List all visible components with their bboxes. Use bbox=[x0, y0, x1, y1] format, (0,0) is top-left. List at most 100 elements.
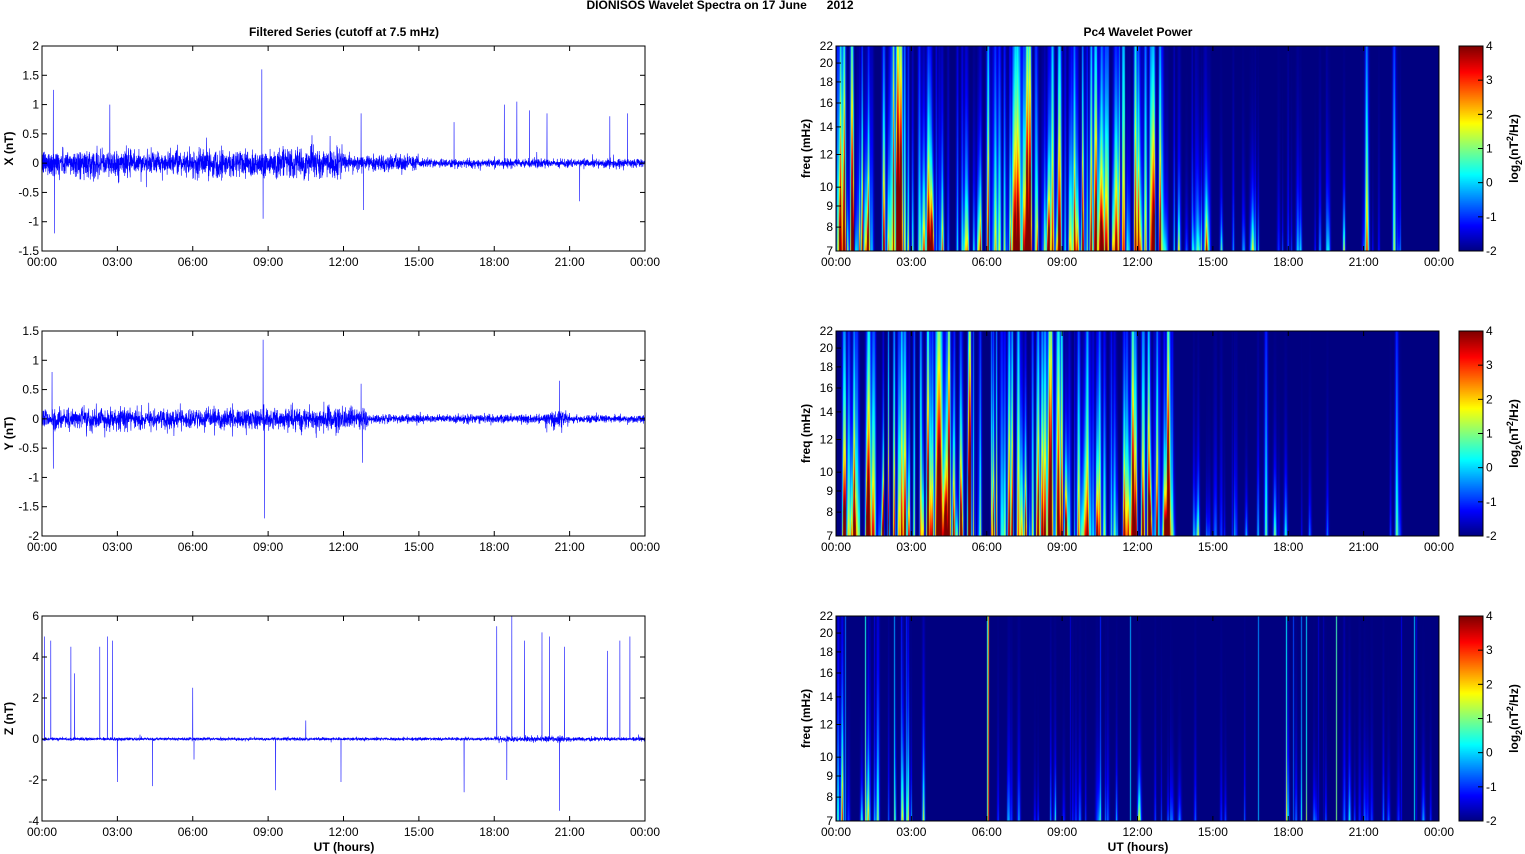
colorbar-tick-label: 2 bbox=[1486, 107, 1493, 121]
y-tick-label: 1 bbox=[32, 353, 39, 367]
x-tick-label: 21:00 bbox=[1349, 255, 1379, 269]
colorbar-tick-label: 3 bbox=[1486, 73, 1493, 87]
y-tick-label: 6 bbox=[32, 609, 39, 623]
y-tick-label: 10 bbox=[820, 465, 834, 479]
x-tick-label: 00:00 bbox=[630, 540, 660, 554]
x-tick-label: 15:00 bbox=[404, 825, 434, 839]
x-tick-label: 12:00 bbox=[328, 540, 358, 554]
y-tick-label: 22 bbox=[820, 324, 834, 338]
y-tick-label: 10 bbox=[820, 750, 834, 764]
colorbar-tick-label: -2 bbox=[1486, 814, 1497, 828]
x-tick-label: 21:00 bbox=[555, 540, 585, 554]
y-tick-label: 12 bbox=[820, 433, 834, 447]
x-tick-label: 12:00 bbox=[328, 825, 358, 839]
left-xlabel: UT (hours) bbox=[314, 840, 375, 854]
y-tick-label: 9 bbox=[826, 769, 833, 783]
y-tick-label: 22 bbox=[820, 609, 834, 623]
x-tick-label: 00:00 bbox=[821, 540, 851, 554]
x-tick-label: 00:00 bbox=[1424, 825, 1454, 839]
x-tick-label: 03:00 bbox=[102, 825, 132, 839]
y-tick-label: 1.5 bbox=[22, 324, 39, 338]
y-tick-label: 14 bbox=[820, 405, 834, 419]
y-tick-label: -1.5 bbox=[18, 244, 39, 258]
y-tick-label: 9 bbox=[826, 199, 833, 213]
y-tick-label: 0.5 bbox=[22, 383, 39, 397]
y-axis-label: X (nT) bbox=[2, 132, 16, 166]
y-tick-label: -1.5 bbox=[18, 500, 39, 514]
x-tick-label: 00:00 bbox=[27, 540, 57, 554]
colorbar-tick-label: 0 bbox=[1486, 461, 1493, 475]
y-axis-label: Z (nT) bbox=[2, 702, 16, 735]
y-tick-label: 0.5 bbox=[22, 127, 39, 141]
x-tick-label: 06:00 bbox=[972, 540, 1002, 554]
x-tick-label: 00:00 bbox=[27, 255, 57, 269]
axes-frame bbox=[835, 330, 1440, 537]
y-tick-label: 22 bbox=[820, 39, 834, 53]
colorbar-tick-label: 4 bbox=[1486, 324, 1493, 338]
x-tick-label: 12:00 bbox=[1122, 540, 1152, 554]
y-tick-label: -0.5 bbox=[18, 185, 39, 199]
y-tick-label: 8 bbox=[826, 220, 833, 234]
spectrogram-x bbox=[836, 46, 1439, 251]
x-tick-label: 18:00 bbox=[479, 255, 509, 269]
y-tick-label: -2 bbox=[28, 529, 39, 543]
right-column-title: Pc4 Wavelet Power bbox=[1084, 25, 1193, 39]
axes-frame bbox=[41, 330, 646, 537]
colorbar-tick-label: 3 bbox=[1486, 643, 1493, 657]
colorbar-tick-label: 1 bbox=[1486, 712, 1493, 726]
colorbar-tick-label: 2 bbox=[1486, 677, 1493, 691]
y-tick-label: 7 bbox=[826, 814, 833, 828]
y-tick-label: -2 bbox=[28, 773, 39, 787]
x-tick-label: 15:00 bbox=[1198, 825, 1228, 839]
x-tick-label: 18:00 bbox=[1273, 825, 1303, 839]
x-tick-label: 21:00 bbox=[555, 825, 585, 839]
colorbar-tick-label: -1 bbox=[1486, 780, 1497, 794]
x-tick-label: 06:00 bbox=[178, 255, 208, 269]
y-tick-label: 18 bbox=[820, 75, 834, 89]
right-xlabel: UT (hours) bbox=[1108, 840, 1169, 854]
y-axis-label: freq (mHz) bbox=[799, 119, 813, 178]
colorbar-tick-label: 1 bbox=[1486, 142, 1493, 156]
colorbar-tick-label: -2 bbox=[1486, 244, 1497, 258]
colorbar-tick-label: 0 bbox=[1486, 176, 1493, 190]
x-tick-label: 12:00 bbox=[1122, 255, 1152, 269]
colorbar-tick-label: 2 bbox=[1486, 392, 1493, 406]
x-tick-label: 18:00 bbox=[479, 825, 509, 839]
y-tick-label: 4 bbox=[32, 650, 39, 664]
spectrogram-y bbox=[836, 331, 1439, 536]
x-tick-label: 18:00 bbox=[1273, 540, 1303, 554]
y-tick-label: -1 bbox=[28, 215, 39, 229]
y-tick-label: 2 bbox=[32, 39, 39, 53]
y-tick-label: 0 bbox=[32, 732, 39, 746]
x-tick-label: 03:00 bbox=[896, 825, 926, 839]
y-tick-label: 12 bbox=[820, 148, 834, 162]
y-tick-label: 10 bbox=[820, 180, 834, 194]
x-tick-label: 06:00 bbox=[972, 825, 1002, 839]
x-tick-label: 06:00 bbox=[972, 255, 1002, 269]
y-tick-label: 14 bbox=[820, 690, 834, 704]
x-tick-label: 21:00 bbox=[555, 255, 585, 269]
colorbar-tick-label: 4 bbox=[1486, 609, 1493, 623]
y-tick-label: 18 bbox=[820, 645, 834, 659]
y-tick-label: 8 bbox=[826, 790, 833, 804]
x-tick-label: 09:00 bbox=[253, 825, 283, 839]
y-tick-label: 1.5 bbox=[22, 68, 39, 82]
x-tick-label: 09:00 bbox=[253, 255, 283, 269]
y-tick-label: 9 bbox=[826, 484, 833, 498]
x-tick-label: 15:00 bbox=[404, 540, 434, 554]
y-tick-label: 1 bbox=[32, 98, 39, 112]
colorbar-tick-label: -1 bbox=[1486, 210, 1497, 224]
y-tick-label: 7 bbox=[826, 244, 833, 258]
x-tick-label: 06:00 bbox=[178, 825, 208, 839]
x-tick-label: 18:00 bbox=[1273, 255, 1303, 269]
x-tick-label: 21:00 bbox=[1349, 825, 1379, 839]
y-tick-label: 20 bbox=[820, 56, 834, 70]
y-tick-label: 14 bbox=[820, 120, 834, 134]
x-tick-label: 18:00 bbox=[479, 540, 509, 554]
y-tick-label: 16 bbox=[820, 381, 834, 395]
y-tick-label: 16 bbox=[820, 666, 834, 680]
x-tick-label: 03:00 bbox=[102, 540, 132, 554]
left-column-title: Filtered Series (cutoff at 7.5 mHz) bbox=[249, 25, 439, 39]
